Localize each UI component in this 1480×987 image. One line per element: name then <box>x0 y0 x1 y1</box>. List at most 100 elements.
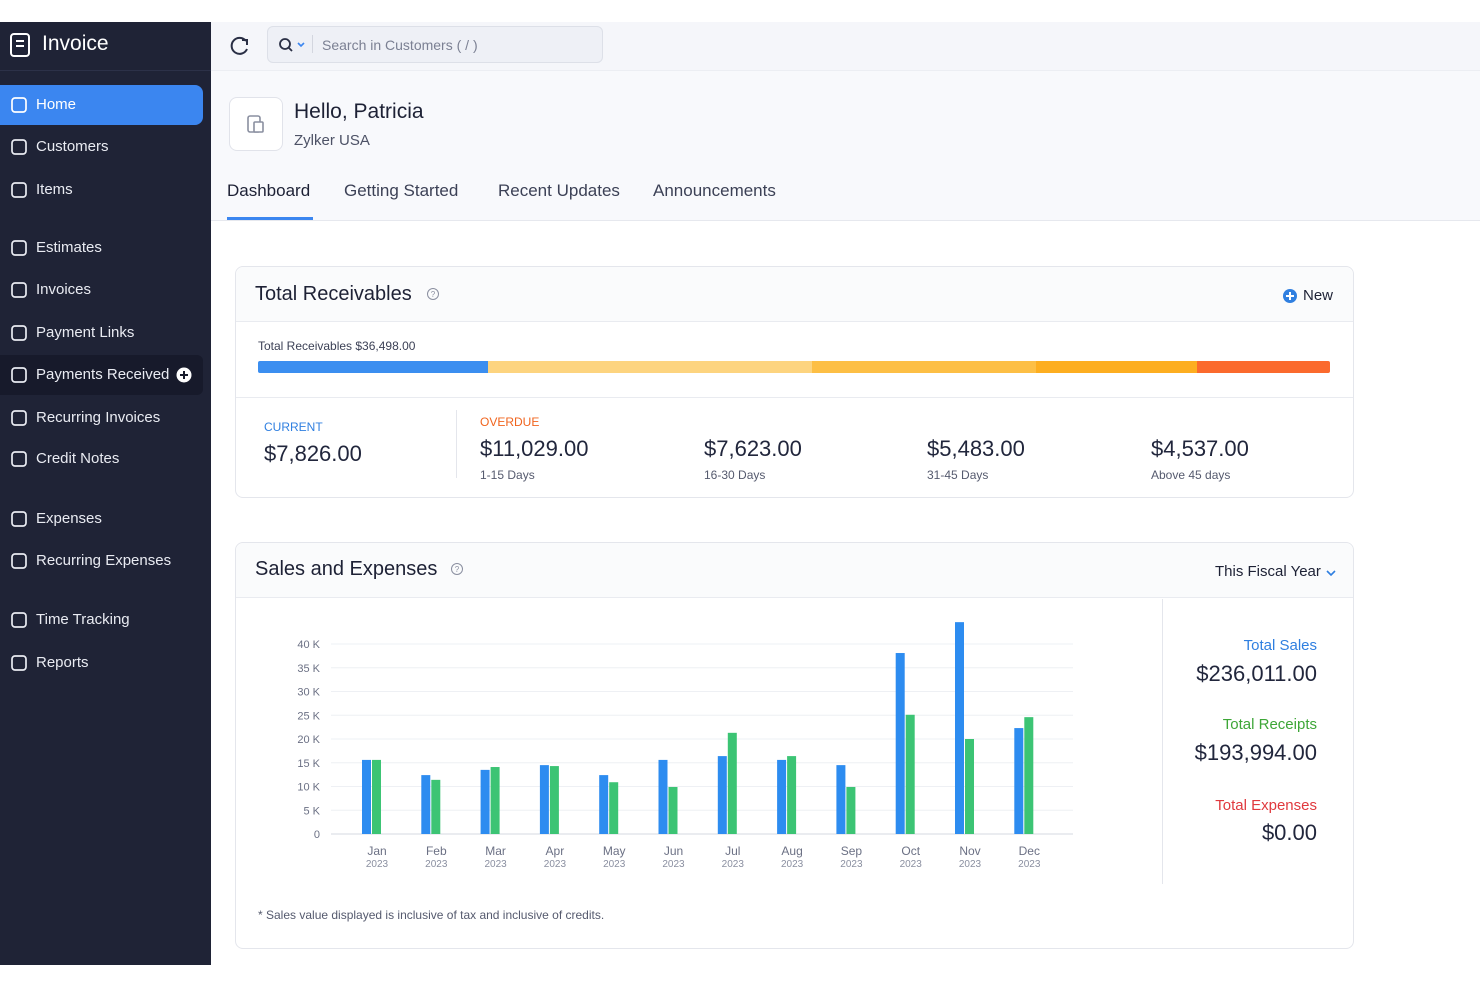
nav-item[interactable]: Expenses <box>0 499 203 539</box>
nav-item[interactable]: Estimates <box>0 228 203 268</box>
x-tick-label: Jan <box>367 844 386 858</box>
chevron[interactable] <box>1325 568 1337 578</box>
bar <box>480 769 490 834</box>
nav-item[interactable]: Items <box>0 170 203 210</box>
overdue-heading: OVERDUE <box>480 415 540 429</box>
y-tick-label: 5 K <box>303 805 320 817</box>
x-tick-sublabel: 2023 <box>900 859 923 870</box>
bar <box>539 765 549 834</box>
add-icon[interactable] <box>176 367 192 383</box>
total-amount: $0.00 <box>1261 820 1317 845</box>
nav-icon <box>11 655 27 671</box>
bar <box>846 786 856 834</box>
total-amount: $193,994.00 <box>1194 740 1317 765</box>
x-tick-label: Nov <box>959 844 980 858</box>
total-label: Total Sales <box>1243 637 1317 654</box>
bar <box>895 653 905 834</box>
search-icon <box>279 38 305 52</box>
bar <box>965 739 974 834</box>
amount: $7,623.00 <box>704 436 802 461</box>
x-tick-sublabel: 2023 <box>840 859 863 870</box>
divider <box>456 410 457 478</box>
x-tick-sublabel: 2023 <box>959 859 982 870</box>
tab[interactable]: Recent Updates <box>498 181 620 200</box>
divider <box>236 397 1353 398</box>
total-label: Total Expenses <box>1215 797 1317 814</box>
bar <box>717 756 727 834</box>
total-amount: $236,011.00 <box>1196 661 1317 686</box>
greeting: Hello, Patricia <box>294 100 424 123</box>
brand: Invoice <box>42 32 109 55</box>
y-tick-label: 40 K <box>297 639 320 651</box>
amount: $5,483.00 <box>927 436 1025 461</box>
receivables-bar <box>258 361 1330 373</box>
x-tick-sublabel: 2023 <box>662 859 685 870</box>
amount: $11,029.00 <box>480 436 589 461</box>
bucket-caption: Above 45 days <box>1151 468 1231 482</box>
separator <box>312 35 313 53</box>
x-tick-label: Jun <box>664 844 683 858</box>
nav-label: Estimates <box>36 239 102 256</box>
y-tick-label: 0 <box>314 829 320 841</box>
nav-item[interactable]: Customers <box>0 127 203 167</box>
nav-label: Reports <box>36 654 89 671</box>
nav-item[interactable]: Credit Notes <box>0 439 203 479</box>
x-tick-label: Jul <box>725 844 740 858</box>
nav-icon <box>11 612 27 628</box>
y-tick-label: 25 K <box>297 710 320 722</box>
bar <box>955 622 964 834</box>
help-icon[interactable]: ? <box>426 287 440 301</box>
x-tick-label: Oct <box>901 844 920 858</box>
total-label: Total Receipts <box>1222 716 1317 733</box>
tab-underline <box>227 217 313 220</box>
help-icon[interactable]: ? <box>450 562 464 576</box>
new-icon[interactable] <box>1282 288 1298 304</box>
org-name: Zylker USA <box>294 132 370 149</box>
bar <box>549 766 559 834</box>
nav-item[interactable]: Reports <box>0 643 203 683</box>
nav-label: Customers <box>36 138 109 155</box>
card-header <box>236 543 1353 598</box>
nav-label: Payments Received <box>36 366 170 383</box>
x-tick-label: May <box>603 844 626 858</box>
nav-icon <box>11 451 27 467</box>
nav-icon <box>11 139 27 155</box>
nav-item[interactable]: Recurring Expenses <box>0 541 203 581</box>
amount: $7,826.00 <box>264 441 362 466</box>
x-tick-sublabel: 2023 <box>366 859 389 870</box>
search-box[interactable]: Search in Customers ( / ) <box>267 26 603 63</box>
period-select[interactable]: This Fiscal Year <box>1215 563 1321 580</box>
new-button[interactable]: New <box>1303 287 1334 304</box>
y-tick-label: 20 K <box>297 734 320 746</box>
card-header <box>236 267 1353 322</box>
svg-text:?: ? <box>431 290 436 299</box>
nav-item[interactable]: Home <box>0 85 203 125</box>
refresh-icon[interactable] <box>229 35 251 57</box>
nav-label: Home <box>36 96 77 113</box>
bucket-caption: 1-15 Days <box>480 468 535 482</box>
tab[interactable]: Getting Started <box>344 181 459 200</box>
nav-item[interactable]: Recurring Invoices <box>0 398 203 438</box>
org-logo <box>229 97 283 151</box>
nav-icon <box>11 282 27 298</box>
nav-item[interactable]: Payment Links <box>0 313 203 353</box>
x-tick-sublabel: 2023 <box>484 859 507 870</box>
x-tick-sublabel: 2023 <box>722 859 745 870</box>
bar <box>777 759 787 834</box>
receivable-segment <box>811 361 1036 373</box>
tab[interactable]: Dashboard <box>227 181 311 200</box>
x-tick-label: Feb <box>426 844 447 858</box>
x-tick-label: Apr <box>546 844 565 858</box>
nav-label: Items <box>36 181 73 198</box>
x-tick-label: Mar <box>485 844 506 858</box>
receivable-segment <box>1196 361 1330 373</box>
tab[interactable]: Announcements <box>653 181 776 200</box>
nav-label: Payment Links <box>36 324 135 341</box>
nav-item[interactable]: Payments Received <box>0 355 203 395</box>
sales-card: Sales and Expenses ? This Fiscal Year To… <box>235 542 1354 949</box>
nav-item[interactable]: Time Tracking <box>0 600 203 640</box>
x-tick-label: Aug <box>781 844 802 858</box>
nav-icon <box>11 97 27 113</box>
nav-item[interactable]: Invoices <box>0 270 203 310</box>
